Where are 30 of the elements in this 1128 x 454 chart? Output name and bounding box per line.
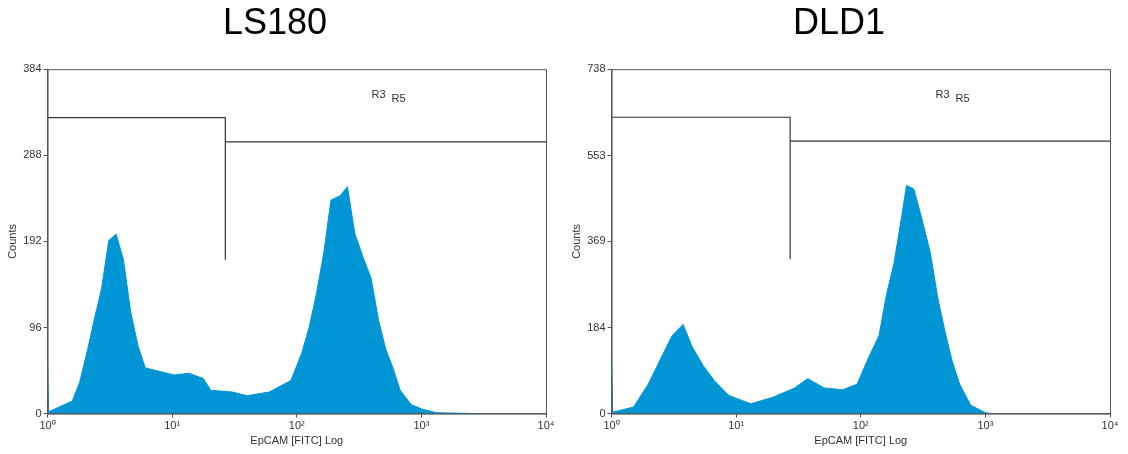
x-tick-label: 10⁴ <box>1101 419 1119 432</box>
x-axis-title: EpCAM [FITC] Log <box>250 434 344 447</box>
annotation: R5 <box>955 92 970 105</box>
x-tick-label: 10³ <box>977 419 994 432</box>
y-tick-label: 0 <box>599 406 606 419</box>
x-tick-label: 10¹ <box>164 419 181 432</box>
x-tick-label: 10² <box>288 419 306 432</box>
x-tick-label: 10³ <box>413 419 430 432</box>
y-tick-label: 0 <box>35 406 42 419</box>
x-axis-title: EpCAM [FITC] Log <box>814 434 908 447</box>
y-tick-label: 369 <box>587 234 606 247</box>
y-tick-label: 192 <box>23 234 42 247</box>
x-tick-label: 10⁴ <box>537 419 555 432</box>
y-tick-label: 288 <box>23 148 42 161</box>
y-tick-label: 738 <box>587 62 606 75</box>
annotation: R3 <box>935 88 950 101</box>
y-tick-label: 553 <box>587 148 606 161</box>
x-tick-label: 10⁰ <box>603 419 620 432</box>
y-axis-title: Counts <box>5 223 18 259</box>
x-tick-label: 10¹ <box>728 419 745 432</box>
chart-title: LS180 <box>222 0 328 42</box>
y-axis-title: Counts <box>569 223 582 259</box>
y-tick-label: 96 <box>29 320 42 333</box>
annotation: R5 <box>391 92 406 105</box>
annotation: R3 <box>371 88 386 101</box>
x-tick-label: 10⁰ <box>39 419 56 432</box>
y-tick-label: 184 <box>587 320 606 333</box>
x-tick-label: 10² <box>852 419 870 432</box>
y-tick-label: 384 <box>23 62 42 75</box>
chart-title: DLD1 <box>792 0 886 42</box>
